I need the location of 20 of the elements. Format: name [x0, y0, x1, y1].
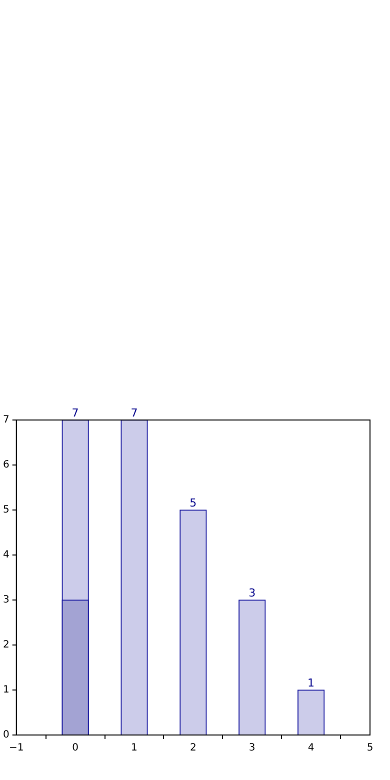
data-label: 7: [130, 406, 138, 420]
x-tick-label: 3: [248, 742, 256, 754]
y-tick-label: 7: [2, 414, 10, 426]
x-tick-label: 4: [308, 742, 314, 754]
data-label: 1: [308, 676, 315, 690]
x-tick-label: −1: [8, 742, 24, 754]
x-tick-label: 1: [131, 742, 138, 754]
y-tick-label: 5: [2, 504, 10, 516]
y-tick-label: 0: [2, 730, 10, 741]
x-tick-label: 0: [72, 742, 78, 754]
x-tick-label: 5: [366, 742, 374, 754]
y-tick-label: 1: [2, 684, 10, 696]
data-label: 5: [190, 496, 197, 510]
y-tick-label: 4: [2, 550, 10, 561]
y-tick-label: 3: [2, 594, 10, 606]
x-tick-label: 2: [190, 742, 196, 754]
data-label: 7: [72, 406, 79, 420]
y-tick-label: 2: [2, 640, 10, 651]
data-label: 3: [248, 586, 256, 600]
y-tick-label: 6: [2, 460, 10, 471]
